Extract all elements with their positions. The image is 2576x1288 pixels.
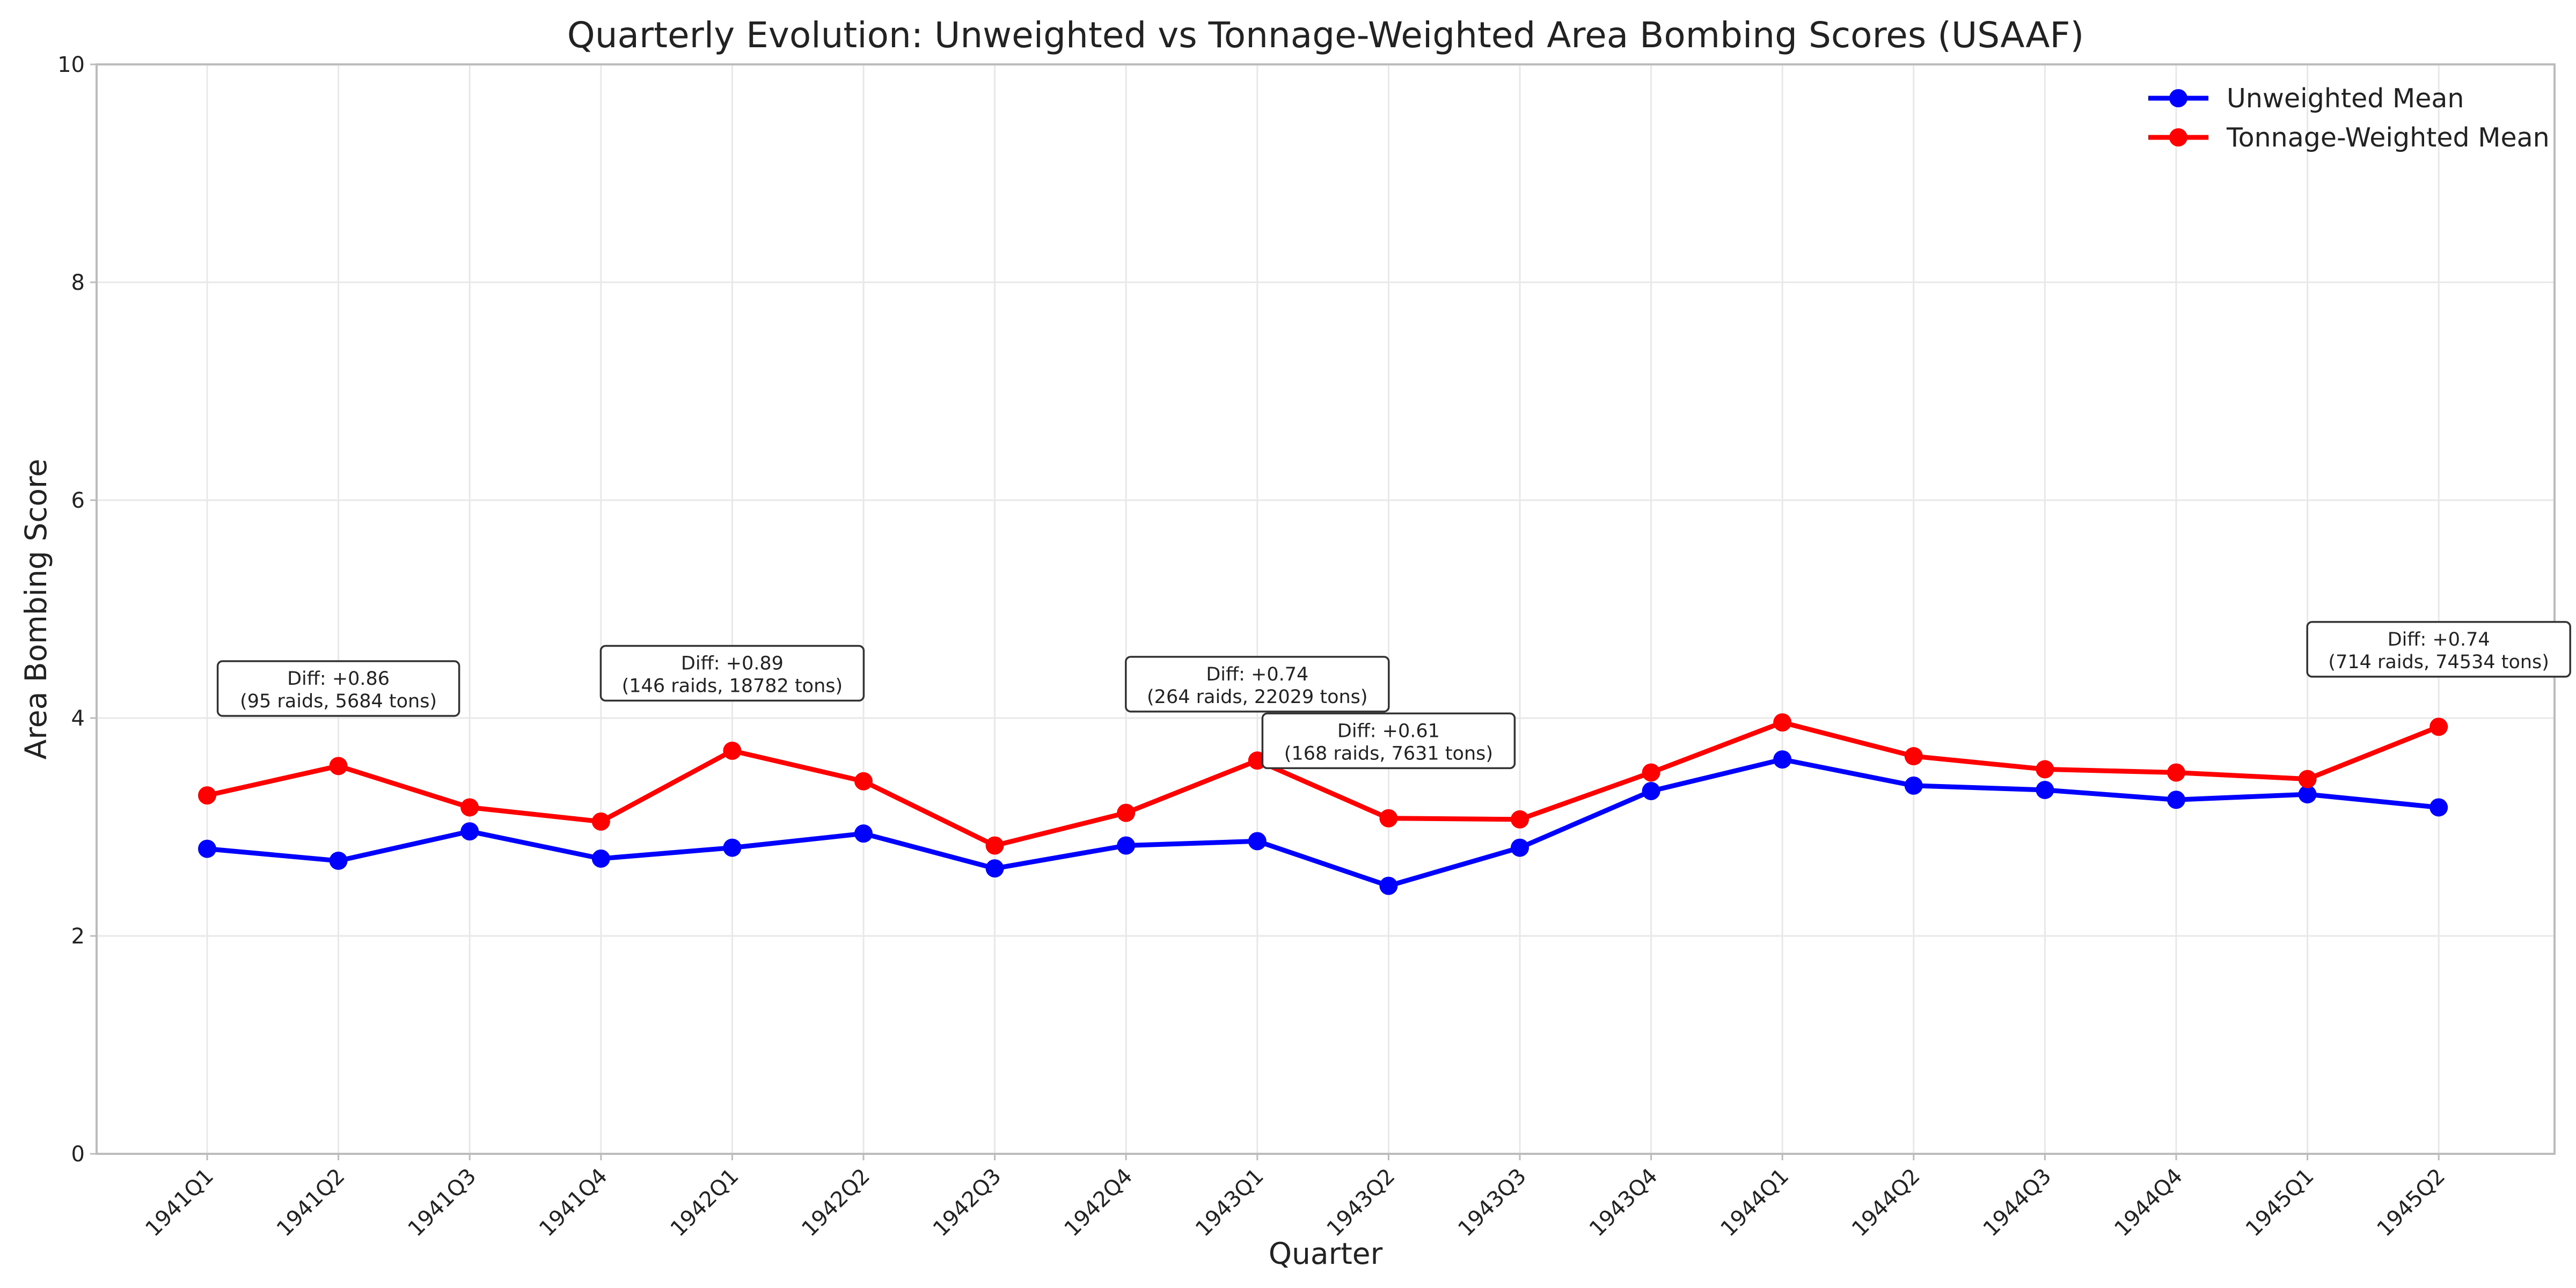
data-point <box>985 836 1004 855</box>
y-axis: 0 2 4 6 8 10 <box>57 53 97 1167</box>
data-point <box>1379 809 1398 828</box>
data-point <box>329 851 348 870</box>
data-point <box>591 849 610 868</box>
data-point <box>2036 760 2054 779</box>
data-point <box>2036 780 2054 799</box>
legend-marker <box>2169 128 2187 147</box>
data-point <box>854 824 873 843</box>
annotation-box <box>216 660 460 717</box>
annotation-box <box>1261 712 1516 770</box>
y-tick-label: 4 <box>71 706 85 731</box>
y-axis-label: Area Bombing Score <box>19 459 53 760</box>
annotation-text: (264 raids, 22029 tons) <box>1147 686 1368 708</box>
data-point <box>2429 798 2448 817</box>
data-point <box>2298 770 2317 788</box>
data-point <box>2167 791 2185 809</box>
y-tick-label: 2 <box>71 924 85 949</box>
y-tick-label: 6 <box>71 488 85 513</box>
data-point <box>460 822 479 841</box>
legend: Unweighted Mean Tonnage-Weighted Mean <box>2148 83 2550 153</box>
data-point <box>1642 763 1660 782</box>
legend-label: Unweighted Mean <box>2227 83 2464 114</box>
data-point <box>1904 747 1923 766</box>
annotation-text: Diff: +0.74 <box>1206 664 1308 685</box>
data-point <box>2429 718 2448 736</box>
data-point <box>1642 782 1660 801</box>
series-line-0 <box>207 757 2439 889</box>
data-point <box>1511 838 1529 857</box>
data-point <box>1117 836 1136 855</box>
annotation-box <box>599 645 865 702</box>
series <box>198 713 2448 895</box>
data-point <box>591 812 610 831</box>
annotation-box <box>1125 656 1390 713</box>
annotation-text: (714 raids, 74534 tons) <box>2328 652 2549 673</box>
x-axis-label: Quarter <box>1269 1236 1383 1271</box>
annotation-box <box>2306 621 2571 678</box>
data-point <box>1117 803 1136 822</box>
annotation-text: Diff: +0.74 <box>2388 629 2490 650</box>
annotation-text: Diff: +0.61 <box>1337 720 1440 742</box>
data-point <box>2167 763 2185 782</box>
data-point <box>723 741 742 760</box>
data-point <box>460 798 479 817</box>
legend-marker <box>2169 89 2187 107</box>
data-point <box>723 838 742 857</box>
data-point <box>1773 750 1792 769</box>
annotation-text: (168 raids, 7631 tons) <box>1284 743 1493 764</box>
legend-label: Tonnage-Weighted Mean <box>2226 122 2550 153</box>
data-point <box>2298 785 2317 804</box>
data-point <box>1904 776 1923 795</box>
annotations: Diff: +0.86(95 raids, 5684 tons) Diff: +0… <box>216 621 2571 770</box>
annotation-text: Diff: +0.86 <box>287 668 390 690</box>
y-tick-label: 0 <box>71 1142 85 1167</box>
data-point <box>1773 713 1792 732</box>
annotation-text: Diff: +0.89 <box>681 653 784 675</box>
annotation-text: (95 raids, 5684 tons) <box>240 691 437 712</box>
y-tick-label: 10 <box>57 53 85 77</box>
data-point <box>198 786 216 805</box>
plot-frame <box>96 63 2556 1155</box>
annotation-text: (146 raids, 18782 tons) <box>622 676 843 697</box>
data-point <box>1379 876 1398 895</box>
y-tick-label: 8 <box>71 270 85 295</box>
series-line-1 <box>207 720 2440 848</box>
data-point <box>985 859 1004 878</box>
data-point <box>1248 832 1267 851</box>
chart-title: Quarterly Evolution: Unweighted vs Tonna… <box>567 14 2084 56</box>
data-point <box>854 772 873 791</box>
data-point <box>329 757 348 775</box>
data-point <box>198 839 216 858</box>
data-point <box>1511 810 1529 829</box>
